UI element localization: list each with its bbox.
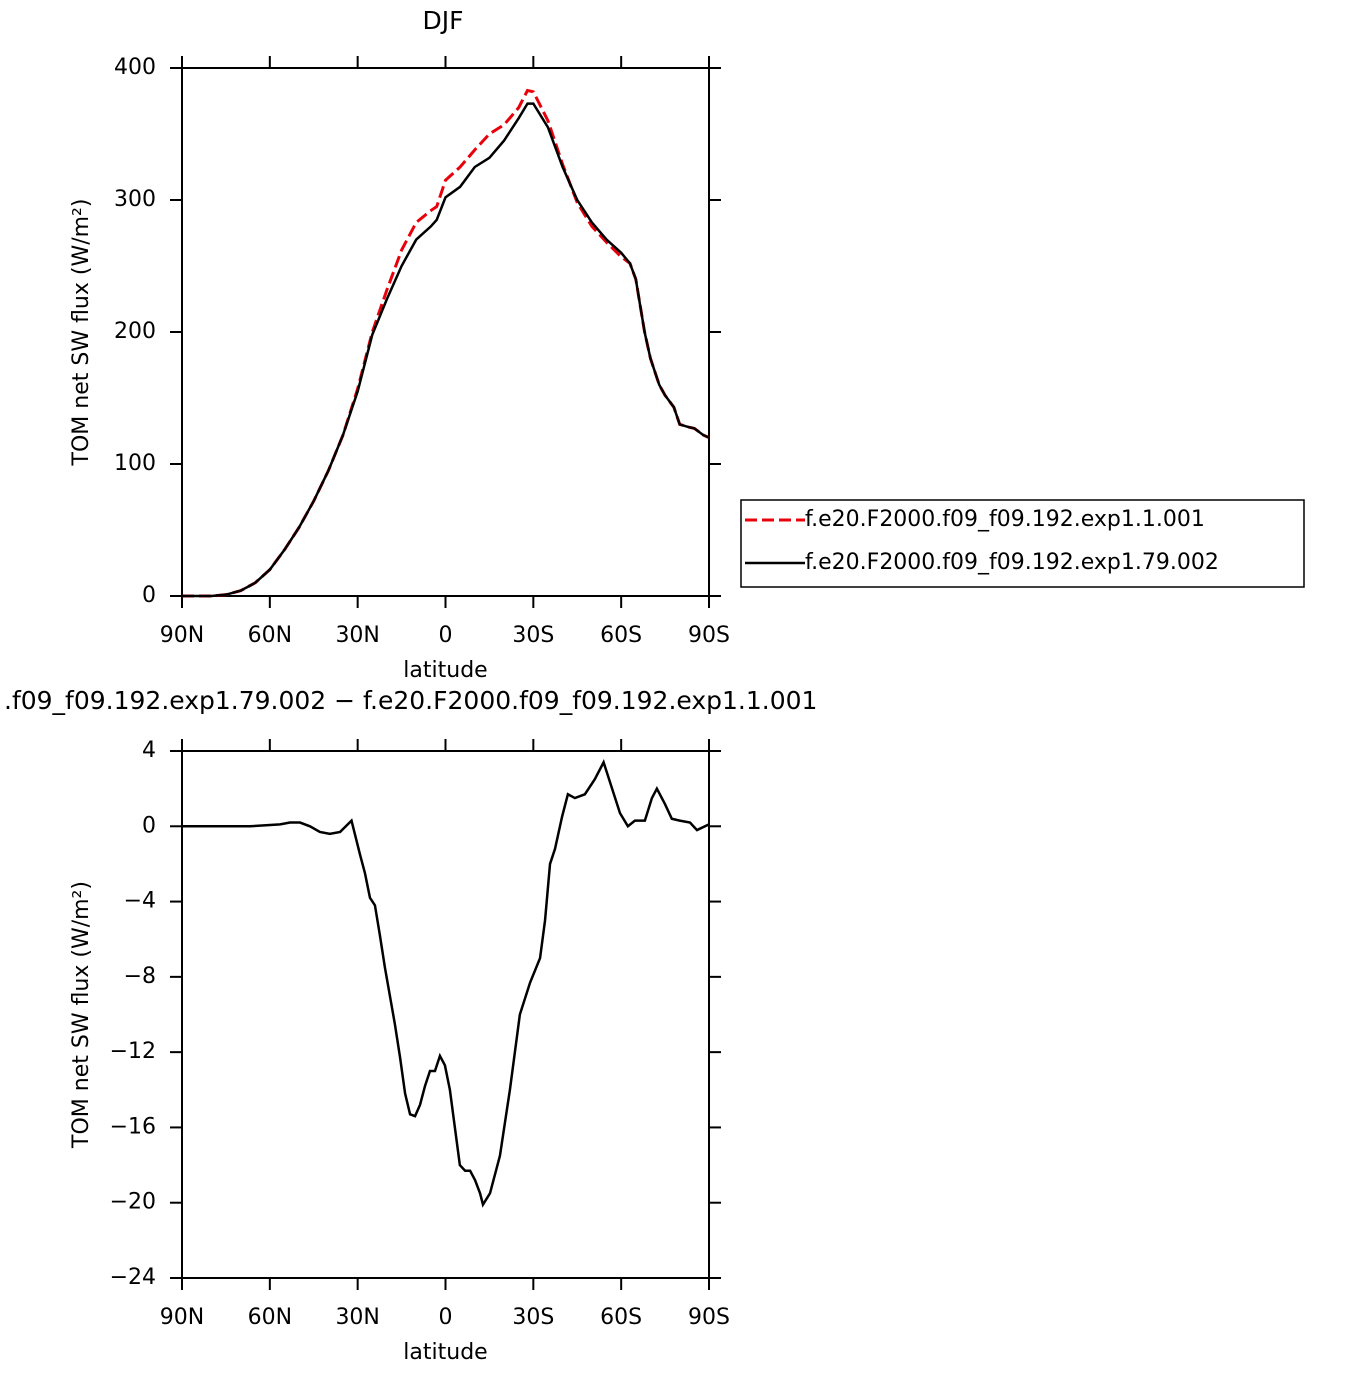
x-tick-label: 60N — [248, 1305, 292, 1330]
legend-label: f.e20.F2000.f09_f09.192.exp1.1.001 — [805, 507, 1205, 532]
y-tick-label: −8 — [124, 964, 156, 989]
x-tick-label: 60N — [248, 623, 292, 648]
y-axis-label: TOM net SW flux (W/m²) — [69, 881, 94, 1149]
x-tick-label: 60S — [600, 623, 642, 648]
y-axis-label: TOM net SW flux (W/m²) — [69, 199, 94, 467]
x-tick-label: 90N — [160, 623, 204, 648]
x-tick-label: 90S — [688, 623, 730, 648]
y-tick-label: 0 — [142, 583, 156, 608]
x-tick-label: 90N — [160, 1305, 204, 1330]
y-tick-label: 300 — [114, 187, 156, 212]
legend-box — [740, 499, 1305, 588]
plot-frame — [181, 750, 710, 1279]
x-axis-label: latitude — [403, 658, 487, 683]
x-tick-label: 90S — [688, 1305, 730, 1330]
y-tick-label: 4 — [142, 738, 156, 763]
y-tick-label: −4 — [124, 889, 156, 914]
y-tick-label: 400 — [114, 55, 156, 80]
x-axis-label: latitude — [403, 1340, 487, 1365]
x-tick-label: 0 — [439, 623, 453, 648]
x-tick-label: 30N — [335, 1305, 379, 1330]
y-tick-label: 200 — [114, 319, 156, 344]
x-tick-label: 60S — [600, 1305, 642, 1330]
x-tick-label: 30S — [512, 623, 554, 648]
y-tick-label: −20 — [110, 1190, 156, 1215]
y-tick-label: −16 — [110, 1114, 156, 1139]
data-line — [182, 88, 710, 598]
x-tick-label: 0 — [439, 1305, 453, 1330]
x-tick-label: 30S — [512, 1305, 554, 1330]
data-line — [182, 102, 710, 598]
y-tick-label: −24 — [110, 1265, 156, 1290]
chart-title: .f09_f09.192.exp1.79.002 − f.e20.F2000.f… — [4, 686, 817, 715]
data-line — [182, 759, 710, 1208]
legend-label: f.e20.F2000.f09_f09.192.exp1.79.002 — [805, 550, 1219, 575]
chart-title: DJF — [422, 6, 463, 35]
y-tick-label: 100 — [114, 451, 156, 476]
y-tick-label: −12 — [110, 1039, 156, 1064]
x-tick-label: 30N — [335, 623, 379, 648]
plot-frame — [181, 67, 710, 597]
y-tick-label: 0 — [142, 813, 156, 838]
